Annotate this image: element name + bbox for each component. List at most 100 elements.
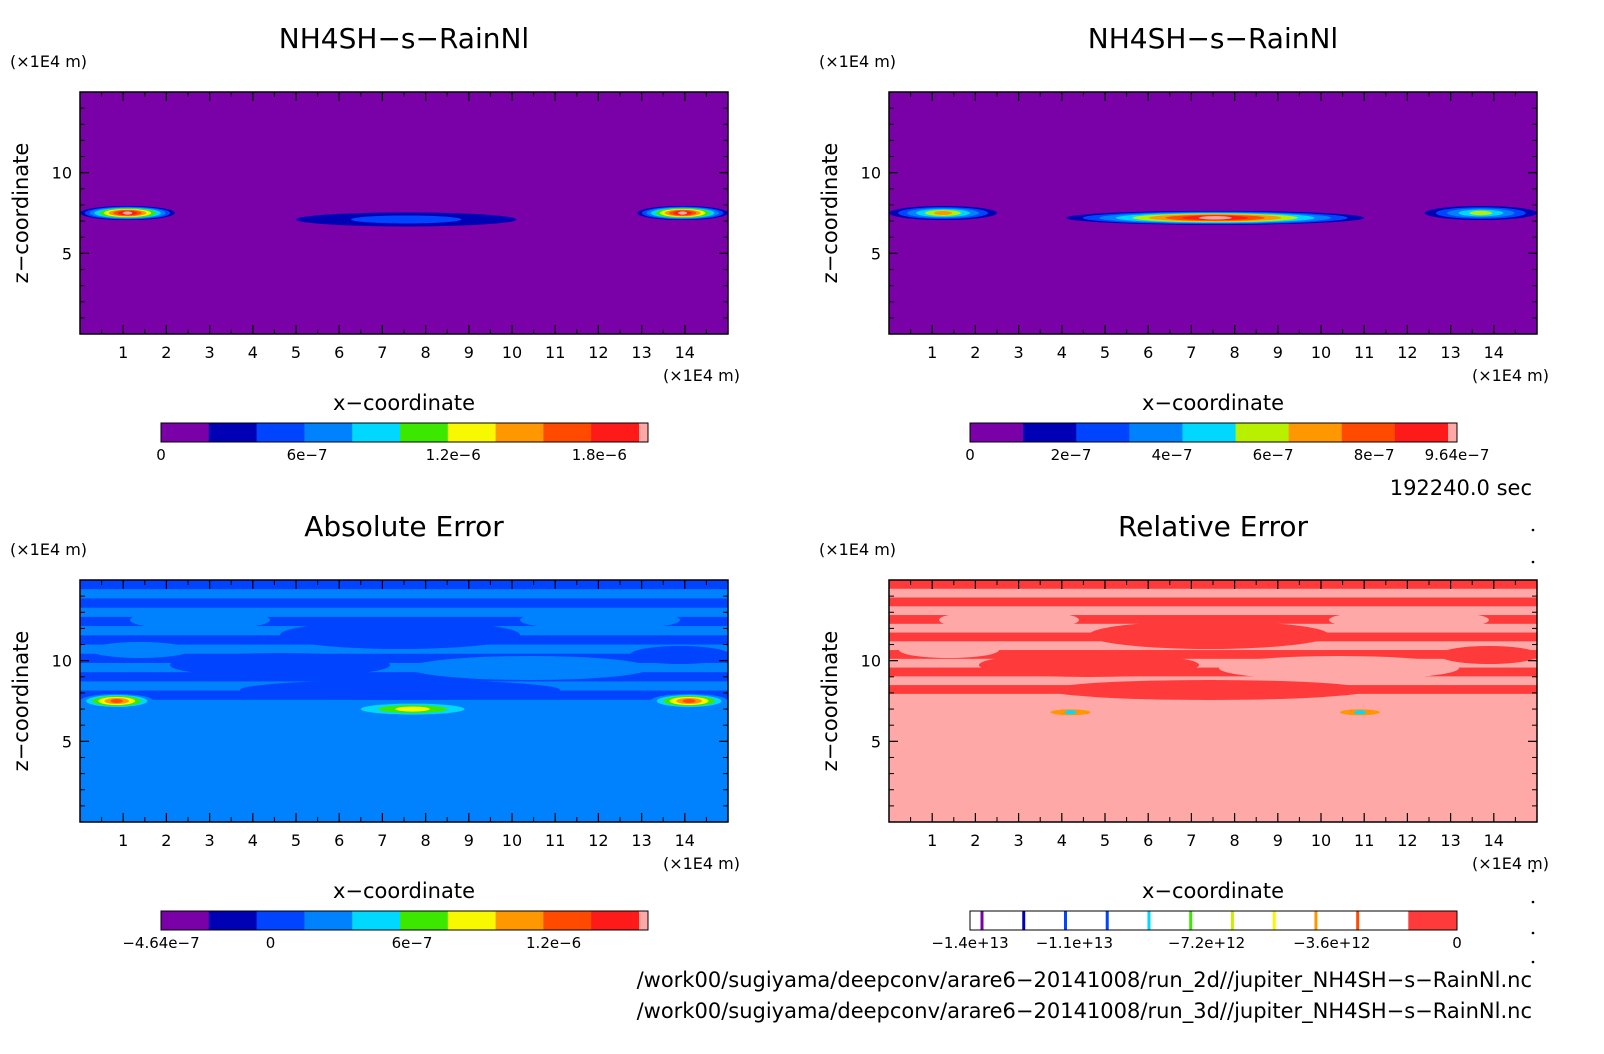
colorbar-frame	[160, 422, 649, 443]
error-band	[80, 662, 728, 673]
panel-1: 1 2 3 4 5 6 7 8 9 10 11 12 13 14510NH4SH−s−RainNl(×1E…	[9, 22, 740, 464]
error-blob	[280, 621, 520, 649]
x-unit-label: (×1E4 m)	[1472, 854, 1549, 873]
x-tick-label: 4	[1057, 831, 1067, 850]
error-blob	[240, 680, 560, 700]
error-band	[889, 667, 1537, 677]
x-tick-label: 3	[1014, 831, 1024, 850]
x-tick-label: 14	[1484, 831, 1504, 850]
x-tick-label: 11	[1354, 343, 1374, 362]
y-tick-label: 10	[861, 164, 881, 183]
y-axis-label: z−coordinate	[9, 143, 33, 284]
colorbar: 0 2e−7 4e−7 6e−7 8e−7 9.64e−7	[965, 422, 1489, 464]
contour-layer-1-5	[1469, 210, 1493, 216]
spot-inner	[1064, 710, 1077, 715]
x-tick-label: 5	[1100, 343, 1110, 362]
colorbar-label: −7.2e+12	[1168, 934, 1245, 952]
error-blob	[130, 610, 270, 630]
colorbar-segment	[400, 423, 449, 442]
time-label: 192240.0 sec	[1390, 476, 1532, 500]
error-band	[889, 597, 1537, 607]
colorbar-segment	[1288, 423, 1343, 442]
contour-layer-0-10	[122, 211, 133, 215]
x-tick-label: 5	[291, 343, 301, 362]
panel-2: 1 2 3 4 5 6 7 8 9 10 11 12 13 14510NH4SH−s−RainNl(×1E…	[818, 22, 1549, 464]
x-axis-label: x−coordinate	[1142, 391, 1284, 415]
x-tick-label: 7	[1186, 343, 1196, 362]
x-tick-label: 10	[1311, 831, 1331, 850]
y-unit-label: (×1E4 m)	[819, 540, 896, 559]
error-band	[889, 658, 1537, 669]
x-tick-label: 11	[545, 831, 565, 850]
error-band	[80, 672, 728, 682]
y-tick-label: 10	[861, 652, 881, 671]
colorbar: −1.4e+13 −1.1e+13 −7.2e+12 −3.6e+12 0	[931, 910, 1462, 952]
x-tick-label: 11	[1354, 831, 1374, 850]
x-tick-label: 5	[1100, 831, 1110, 850]
x-tick-label: 9	[464, 343, 474, 362]
error-band	[889, 650, 1537, 660]
x-tick-label: 13	[1440, 831, 1460, 850]
colorbar-segment	[543, 423, 592, 442]
x-unit-label: (×1E4 m)	[663, 366, 740, 385]
colorbar-background	[970, 911, 1457, 930]
x-tick-label: 12	[1397, 831, 1417, 850]
x-tick-label: 14	[675, 343, 695, 362]
y-tick-label: 10	[52, 164, 72, 183]
colorbar-segment	[447, 423, 497, 442]
colorbar-segment	[161, 911, 210, 930]
x-tick-label: 3	[205, 343, 215, 362]
colorbar-frame	[160, 910, 649, 931]
colorbar-label: −3.6e+12	[1293, 934, 1370, 952]
x-unit-label: (×1E4 m)	[663, 854, 740, 873]
x-tick-label: 2	[161, 343, 171, 362]
colorbar-frame	[969, 910, 1458, 931]
x-tick-label: 1	[927, 831, 937, 850]
file-path-3d: /work00/sugiyama/deepconv/arare6−2014100…	[637, 999, 1532, 1024]
x-axis-label: x−coordinate	[1142, 879, 1284, 903]
colorbar-segment	[304, 911, 353, 930]
x-tick-label: 9	[1273, 831, 1283, 850]
error-blob	[1049, 680, 1369, 700]
error-band	[889, 588, 1537, 599]
colorbar-segment	[1023, 423, 1077, 442]
y-tick-label: 5	[871, 732, 881, 751]
x-tick-label: 7	[1186, 831, 1196, 850]
plot-area	[80, 580, 728, 822]
y-unit-label: (×1E4 m)	[10, 540, 87, 559]
y-axis-label: z−coordinate	[9, 631, 33, 772]
x-tick-label: 5	[291, 831, 301, 850]
contour-layer-2-8	[682, 699, 696, 703]
colorbar-label: 0	[156, 446, 166, 464]
x-tick-label: 9	[1273, 343, 1283, 362]
error-blob	[1219, 656, 1459, 680]
plot-area	[889, 92, 1537, 334]
x-tick-label: 8	[1230, 343, 1240, 362]
colorbar-segment	[1408, 911, 1457, 930]
x-tick-label: 6	[1143, 343, 1153, 362]
error-band	[80, 598, 728, 609]
x-tick-label: 10	[502, 831, 522, 850]
error-blob	[899, 642, 999, 658]
colorbar-segment	[1448, 423, 1458, 442]
colorbar-frame	[969, 422, 1458, 443]
colorbar-label: 1.2e−6	[526, 934, 581, 952]
x-tick-label: 1	[118, 343, 128, 362]
colorbar-label: 6e−7	[392, 934, 433, 952]
panel-title: NH4SH−s−RainNl	[1088, 22, 1338, 55]
y-tick-label: 10	[52, 652, 72, 671]
panel-title: Absolute Error	[304, 510, 504, 543]
colorbar-segment	[208, 423, 258, 442]
colorbar-segment	[639, 423, 649, 442]
colorbar-label: 1.2e−6	[426, 446, 481, 464]
x-tick-label: 8	[1230, 831, 1240, 850]
x-tick-label: 2	[161, 831, 171, 850]
colorbar-label: 1.8e−6	[572, 446, 627, 464]
colorbar-label: 8e−7	[1354, 446, 1395, 464]
plot-area	[889, 580, 1537, 822]
colorbar-segment	[1076, 423, 1130, 442]
x-tick-label: 13	[631, 831, 651, 850]
x-tick-label: 8	[421, 831, 431, 850]
x-tick-label: 6	[334, 831, 344, 850]
